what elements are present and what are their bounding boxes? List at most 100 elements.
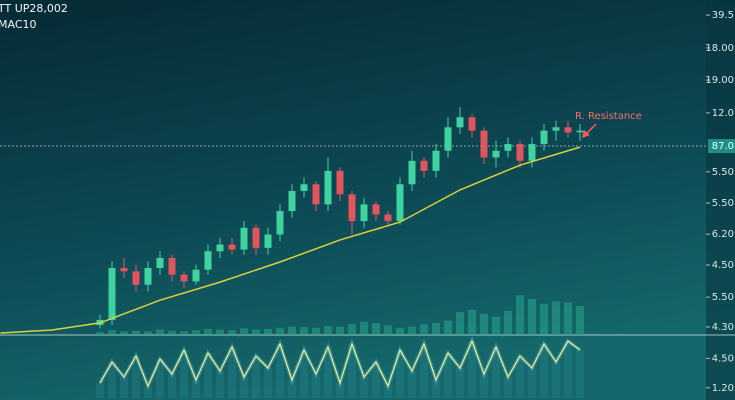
- volume-bar: [552, 301, 560, 335]
- volume-bar: [324, 326, 332, 335]
- candle-body: [456, 117, 464, 128]
- y-tick-label: 1.20: [712, 383, 734, 394]
- volume-bar: [240, 328, 248, 335]
- y-tick-label: 12.0: [712, 108, 734, 119]
- candle-body: [384, 214, 392, 222]
- volume-bar: [396, 327, 404, 335]
- oscillator-bar: [348, 344, 356, 398]
- volume-bar: [228, 330, 236, 335]
- oscillator-bar: [192, 380, 200, 398]
- candle-body: [264, 234, 272, 248]
- oscillator-bar: [540, 344, 548, 398]
- indicator-name: MAC10: [0, 18, 37, 31]
- y-tick-label: 4.30: [712, 322, 734, 333]
- candle-body: [300, 184, 308, 191]
- candle-body: [360, 204, 368, 222]
- oscillator-bar: [420, 344, 428, 398]
- volume-bar: [120, 331, 128, 335]
- candle-body: [504, 144, 512, 151]
- oscillator-bar: [432, 380, 440, 398]
- candle-body: [288, 190, 296, 212]
- candle-body: [564, 127, 572, 133]
- volume-bar: [144, 331, 152, 335]
- volume-bar: [288, 326, 296, 335]
- oscillator-bar: [492, 347, 500, 398]
- oscillator-bar: [384, 386, 392, 398]
- volume-bar: [264, 329, 272, 335]
- volume-bar: [312, 327, 320, 335]
- volume-bar: [300, 327, 308, 335]
- volume-bar: [420, 324, 428, 335]
- plot: 39.5 18.00 19.00 12.0 5.50 5.50 6.20 4.50 5.50 4.…: [0, 10, 735, 398]
- volume-bar: [180, 331, 188, 335]
- oscillator-bar: [444, 353, 452, 398]
- volume-bar: [384, 325, 392, 335]
- price-axis: [706, 0, 735, 400]
- oscillator-bar: [564, 341, 572, 398]
- candle-body: [216, 244, 224, 252]
- candle-body: [312, 184, 320, 205]
- volume-bar: [96, 332, 104, 335]
- candle-body: [156, 257, 164, 268]
- candle-body: [192, 269, 200, 282]
- chart-title: TT UP28,002: [0, 2, 68, 15]
- candle-body: [204, 251, 212, 270]
- volume-bar: [192, 330, 200, 335]
- volume-bar: [252, 329, 260, 335]
- candle-body: [240, 227, 248, 250]
- candle-body: [528, 144, 536, 161]
- volume-bar: [408, 326, 416, 335]
- oscillator-bar: [288, 380, 296, 398]
- oscillator-bar: [96, 383, 104, 398]
- candle-body: [480, 130, 488, 158]
- candle-body: [144, 268, 152, 285]
- annotation: R. Resistance: [575, 111, 642, 122]
- volume-bar: [108, 330, 116, 335]
- candle-body: [492, 150, 500, 158]
- candle-body: [432, 150, 440, 171]
- oscillator-bar: [324, 347, 332, 398]
- oscillator-bar: [528, 368, 536, 398]
- candle-body: [468, 117, 476, 131]
- candle-body: [396, 184, 404, 222]
- candle-body: [540, 130, 548, 145]
- candle-body: [552, 127, 560, 131]
- volume-bar: [432, 323, 440, 335]
- volume-bar: [468, 309, 476, 335]
- candle-body: [444, 127, 452, 151]
- candle-body: [336, 170, 344, 195]
- candle-body: [576, 130, 584, 133]
- volume-bar: [564, 302, 572, 335]
- oscillator-bar: [468, 341, 476, 398]
- volume-bar: [480, 314, 488, 335]
- oscillator-bar: [372, 362, 380, 398]
- candle-body: [108, 268, 116, 320]
- volume-bar: [504, 311, 512, 335]
- oscillator-bar: [552, 362, 560, 398]
- current-price-label: 87.0: [712, 141, 734, 152]
- oscillator-bar: [300, 350, 308, 398]
- oscillator-bar: [360, 377, 368, 398]
- volume-bar: [336, 326, 344, 335]
- oscillator-bar: [264, 368, 272, 398]
- oscillator-bar: [252, 356, 260, 398]
- oscillator-bar: [168, 374, 176, 398]
- volume-bar: [528, 299, 536, 335]
- oscillator-bar: [576, 350, 584, 398]
- candle-body: [252, 227, 260, 248]
- y-tick-label: 5.50: [712, 198, 734, 209]
- y-tick-label: 18.00: [705, 43, 734, 54]
- candle-body: [372, 204, 380, 215]
- candle-body: [168, 257, 176, 275]
- volume-bar: [132, 330, 140, 335]
- volume-bar: [372, 323, 380, 335]
- candle-body: [348, 194, 356, 222]
- candle-body: [228, 244, 236, 250]
- y-tick-label: 5.50: [712, 292, 734, 303]
- y-tick-label: 6.20: [712, 229, 734, 240]
- oscillator-bar: [276, 344, 284, 398]
- oscillator-bar: [336, 383, 344, 398]
- oscillator-bar: [180, 350, 188, 398]
- candle-body: [120, 268, 128, 272]
